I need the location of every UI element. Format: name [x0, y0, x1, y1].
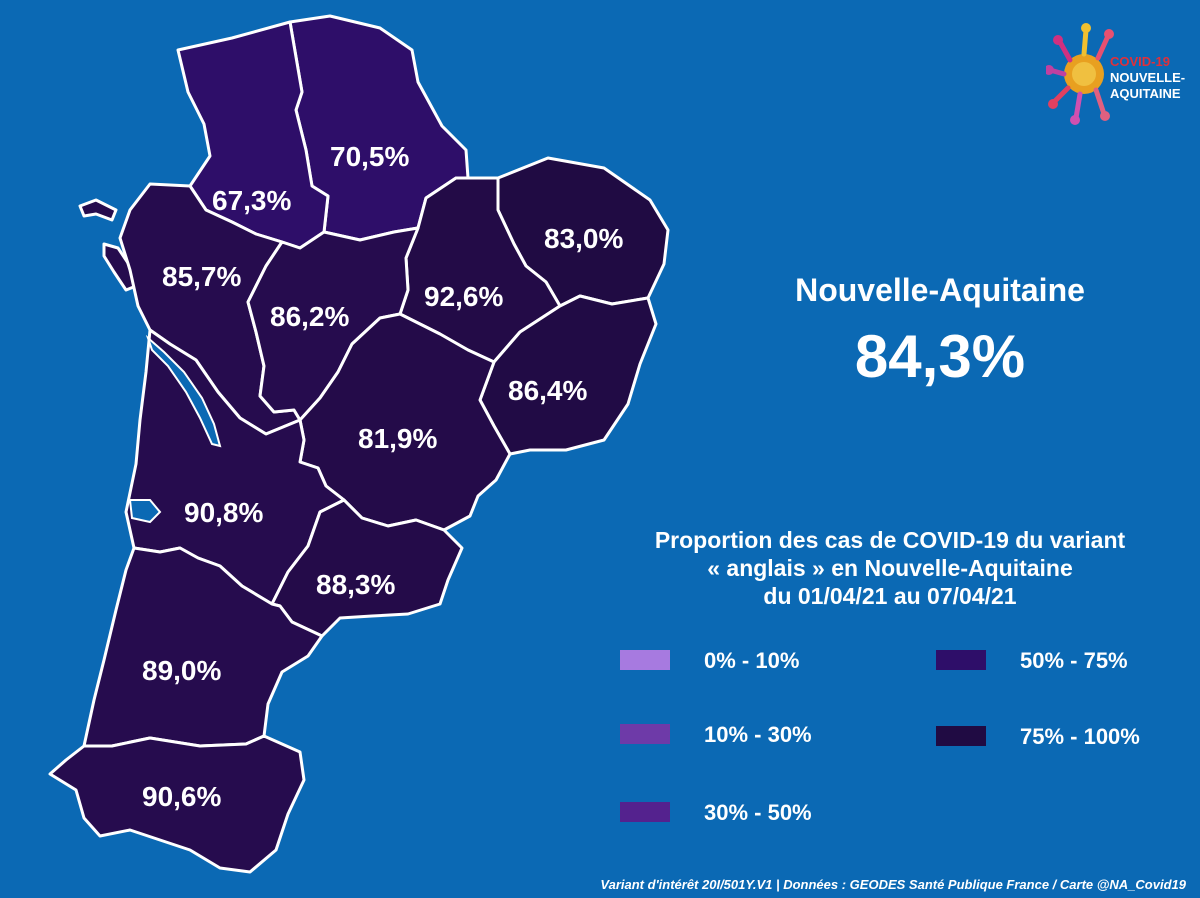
- map-caption: Proportion des cas de COVID-19 du varian…: [590, 526, 1190, 610]
- legend-swatch: [620, 650, 670, 670]
- caption-line-1: Proportion des cas de COVID-19 du varian…: [654, 527, 1126, 553]
- legend-swatch: [620, 724, 670, 744]
- caption-line-2: « anglais » en Nouvelle-Aquitaine: [707, 555, 1073, 581]
- label-charente-maritime: 85,7%: [162, 261, 241, 292]
- dept-lot-et-garonne: [270, 498, 464, 638]
- legend-label: 0% - 10%: [704, 648, 800, 673]
- virus-icon: [1044, 23, 1114, 125]
- label-dordogne: 81,9%: [358, 423, 437, 454]
- legend-label: 50% - 75%: [1020, 648, 1128, 673]
- dept-landes: [82, 546, 324, 748]
- legend-swatch: [936, 650, 986, 670]
- legend-swatch: [936, 726, 986, 746]
- legend-label: 10% - 30%: [704, 722, 812, 747]
- arcachon-basin: [128, 499, 162, 524]
- label-charente: 86,2%: [270, 301, 349, 332]
- ile-d-oleron: [102, 242, 138, 292]
- logo-line-2: NOUVELLE-: [1110, 70, 1186, 85]
- label-lot-et-garonne: 88,3%: [316, 569, 395, 600]
- ile-de-re: [78, 198, 118, 222]
- legend-swatch: [620, 802, 670, 822]
- label-gironde: 90,8%: [184, 497, 263, 528]
- label-landes: 89,0%: [142, 655, 221, 686]
- logo-line-3: AQUITAINE: [1110, 86, 1181, 101]
- region-name: Nouvelle-Aquitaine: [795, 272, 1085, 308]
- label-correze: 86,4%: [508, 375, 587, 406]
- legend-label: 75% - 100%: [1020, 724, 1140, 749]
- label-creuse: 83,0%: [544, 223, 623, 254]
- caption-line-3: du 01/04/21 au 07/04/21: [763, 583, 1017, 609]
- legend-label: 30% - 50%: [704, 800, 812, 825]
- label-haute-vienne: 92,6%: [424, 281, 503, 312]
- region-value: 84,3%: [854, 323, 1026, 390]
- logo-line-1: COVID-19: [1110, 54, 1170, 69]
- label-pyrenees-atlantiques: 90,6%: [142, 781, 221, 812]
- region-map: 70,5% 67,3% 83,0% 85,7% 92,6% 86,2% 86,4…: [48, 14, 670, 874]
- covid19-na-logo: COVID-19 NOUVELLE- AQUITAINE: [1044, 18, 1186, 130]
- label-vienne: 70,5%: [330, 141, 409, 172]
- gironde-estuary: [145, 334, 222, 448]
- dept-pyrenees-atlantiques: [48, 734, 306, 874]
- footer-credits: Variant d'intérêt 20I/501Y.V1 | Données …: [600, 877, 1186, 892]
- label-deux-sevres: 67,3%: [212, 185, 291, 216]
